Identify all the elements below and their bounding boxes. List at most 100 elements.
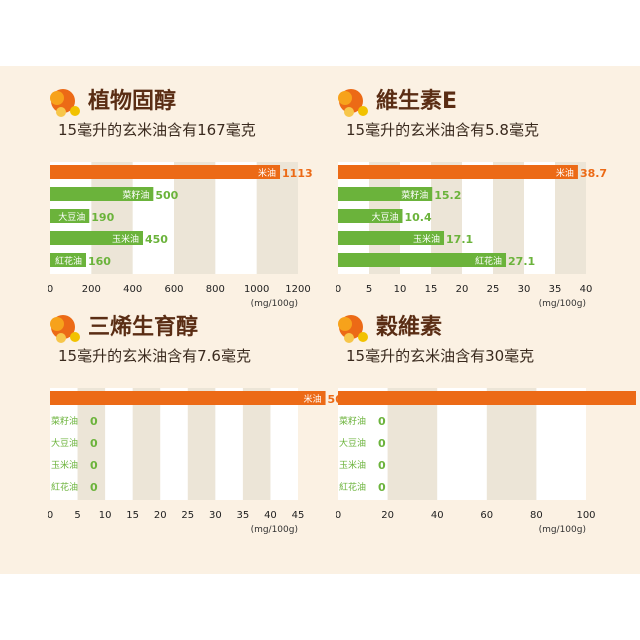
x-axis-unit: (mg/100g): [539, 299, 586, 309]
grid-band: [256, 162, 298, 274]
value-label: 0: [90, 459, 98, 472]
x-tick-label: 10: [394, 284, 407, 295]
x-tick-label: 20: [154, 510, 167, 521]
category-label: 菜籽油: [122, 189, 149, 201]
x-tick-label: 0: [48, 284, 53, 295]
x-tick-label: 0: [48, 510, 53, 521]
oil-drop-logo-icon: [338, 89, 368, 117]
x-tick-label: 30: [209, 510, 222, 521]
panel-oryzanol: 穀維素 15毫升的玄米油含有30毫克 0 20 40 60 80 100 (mg/100g)…: [336, 314, 636, 564]
value-label: 450: [145, 233, 168, 246]
value-label: 500: [155, 189, 178, 202]
bar: [338, 253, 507, 267]
x-axis-unit: (mg/100g): [251, 525, 298, 535]
value-label: 0: [378, 415, 386, 428]
bar: [50, 231, 143, 245]
panel-subtitle: 15毫升的玄米油含有7.6毫克: [58, 347, 251, 365]
x-tick-label: 25: [181, 510, 194, 521]
x-tick-label: 30: [518, 284, 531, 295]
category-label: 紅花油: [339, 481, 366, 493]
panel-title: 植物固醇: [88, 89, 177, 114]
oil-drop-logo-icon: [50, 89, 80, 117]
category-label: 大豆油: [371, 211, 398, 223]
panel-subtitle: 15毫升的玄米油含有167毫克: [58, 121, 256, 139]
category-label: 菜籽油: [401, 189, 428, 201]
grid-band: [387, 388, 438, 500]
x-tick-label: 5: [74, 510, 80, 521]
bar: [338, 209, 403, 223]
category-label: 紅花油: [51, 481, 78, 493]
bar: [50, 187, 154, 201]
x-tick-label: 1200: [285, 284, 310, 295]
x-tick-label: 80: [530, 510, 543, 521]
x-tick-label: 60: [480, 510, 493, 521]
category-label: 玉米油: [339, 459, 366, 471]
value-label: 0: [378, 459, 386, 472]
panel-phytosterol: 植物固醇 15毫升的玄米油含有167毫克 0 200 400 600 800 1000 12…: [48, 88, 348, 338]
bar: [50, 391, 326, 405]
category-label: 大豆油: [51, 437, 78, 449]
value-label: 15.2: [434, 189, 461, 202]
value-label: 1113: [282, 167, 313, 180]
x-axis-unit: (mg/100g): [539, 525, 586, 535]
x-tick-label: 15: [425, 284, 438, 295]
oil-drop-logo-icon: [50, 315, 80, 343]
x-tick-label: 100: [576, 510, 595, 521]
category-label: 大豆油: [58, 211, 85, 223]
value-label: 0: [378, 481, 386, 494]
x-tick-label: 20: [456, 284, 469, 295]
value-label: 190: [91, 211, 114, 224]
x-tick-label: 1000: [244, 284, 269, 295]
grid-band: [174, 162, 216, 274]
bar: [50, 165, 281, 179]
category-label: 菜籽油: [339, 415, 366, 427]
panel-tocotrienol: 三烯生育醇 15毫升的玄米油含有7.6毫克 0 5 10 15 20 25 30 35 40 45…: [48, 314, 348, 564]
category-label: 米油: [258, 167, 276, 179]
bar: [338, 231, 445, 245]
x-tick-label: 10: [99, 510, 112, 521]
category-label: 玉米油: [413, 233, 440, 245]
category-label: 米油: [304, 393, 322, 405]
panel-title: 三烯生育醇: [88, 315, 199, 340]
x-tick-label: 800: [206, 284, 225, 295]
panel-vitamin-e: 維生素E 15毫升的玄米油含有5.8毫克 0 5 10 15 20 25 30 35 40 (mg…: [336, 88, 636, 338]
oil-drop-logo-icon: [338, 315, 368, 343]
x-tick-label: 400: [123, 284, 142, 295]
grid-band: [187, 388, 216, 500]
plot-area: [338, 388, 586, 500]
x-axis-unit: (mg/100g): [251, 299, 298, 309]
x-tick-label: 0: [336, 284, 341, 295]
x-tick-label: 25: [487, 284, 500, 295]
value-label: 0: [90, 481, 98, 494]
x-tick-label: 20: [381, 510, 394, 521]
bar: [338, 187, 433, 201]
category-label: 米油: [556, 167, 574, 179]
category-label: 紅花油: [55, 255, 82, 267]
grid-band: [555, 162, 586, 274]
x-tick-label: 0: [336, 510, 341, 521]
x-tick-label: 45: [292, 510, 305, 521]
value-label: 0: [90, 415, 98, 428]
x-tick-label: 200: [82, 284, 101, 295]
grid-band: [77, 388, 106, 500]
panel-subtitle: 15毫升的玄米油含有5.8毫克: [346, 121, 539, 139]
bar-chart: 0 200 400 600 800 1000 1200 (mg/100g) 米油 1113 菜籽油 5…: [48, 162, 313, 309]
value-label: 0: [90, 437, 98, 450]
x-tick-label: 5: [366, 284, 372, 295]
category-label: 大豆油: [339, 437, 366, 449]
grid-band: [242, 388, 271, 500]
value-label: 10.4: [404, 211, 431, 224]
bar-chart: 0 5 10 15 20 25 30 35 40 (mg/100g) 米油 38.7 菜籽油 15.2 大豆…: [336, 162, 607, 309]
x-tick-label: 15: [126, 510, 139, 521]
grid-band: [91, 162, 133, 274]
bar: [338, 391, 636, 405]
value-label: 38.7: [580, 167, 607, 180]
x-tick-label: 35: [549, 284, 562, 295]
category-label: 紅花油: [475, 255, 502, 267]
panel-title: 維生素E: [376, 89, 458, 114]
category-label: 玉米油: [51, 459, 78, 471]
panel-subtitle: 15毫升的玄米油含有30毫克: [346, 347, 535, 365]
bar-chart: 020406080100(mg/100g)米油200菜籽油0大豆油0玉米油0紅花…: [336, 388, 636, 535]
category-label: 菜籽油: [51, 415, 78, 427]
